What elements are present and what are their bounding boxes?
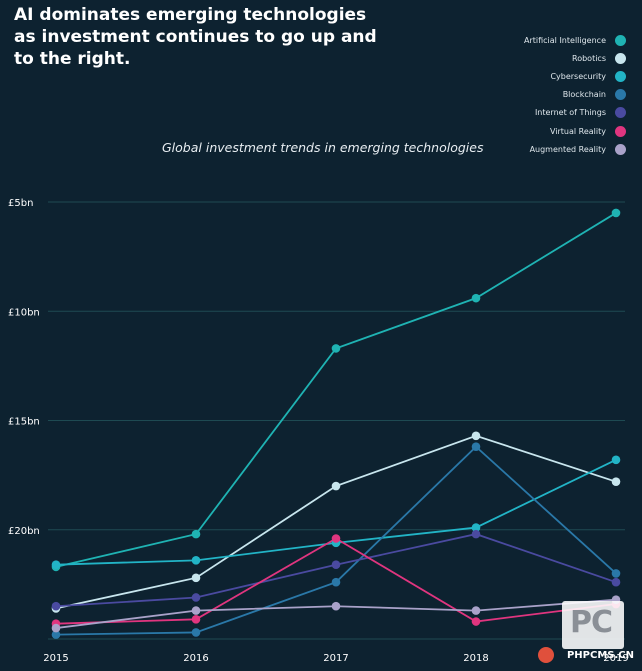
data-point-augmented-reality xyxy=(471,606,481,615)
data-point-artificial-intelligence xyxy=(331,344,341,353)
data-point-augmented-reality xyxy=(51,623,61,633)
data-point-robotics xyxy=(471,431,481,441)
data-point-internet-of-things xyxy=(611,577,621,587)
series-line-cybersecurity xyxy=(55,459,617,566)
data-point-robotics xyxy=(331,481,341,491)
data-point-cybersecurity xyxy=(471,523,481,532)
data-point-robotics xyxy=(191,573,201,583)
legend-label: Artificial Intelligence xyxy=(524,35,606,45)
data-point-blockchain xyxy=(471,442,481,452)
watermark-pc-text: PC xyxy=(569,605,613,640)
legend-label: Blockchain xyxy=(562,90,606,100)
data-point-artificial-intelligence xyxy=(471,293,481,303)
legend-label: Internet of Things xyxy=(534,108,606,118)
y-tick-label: £10bn xyxy=(8,307,40,318)
watermark-icon xyxy=(538,647,554,663)
legend-item-robotics: Robotics xyxy=(524,49,626,67)
data-point-internet-of-things xyxy=(471,529,481,539)
legend-swatch xyxy=(615,34,626,46)
legend-swatch xyxy=(615,52,626,64)
data-point-augmented-reality xyxy=(191,606,201,615)
legend-swatch xyxy=(615,89,626,101)
chart-title: AI dominates emerging technologies as in… xyxy=(14,5,377,69)
x-tick-label: 2018 xyxy=(463,653,488,664)
data-point-artificial-intelligence xyxy=(611,208,621,218)
legend-item-augmented-reality: Augmented Reality xyxy=(524,140,626,158)
data-point-augmented-reality xyxy=(331,601,341,611)
legend-item-virtual-reality: Virtual Reality xyxy=(524,122,626,140)
watermark-logo: PC PHPCMS.CN xyxy=(538,601,638,665)
x-tick-label: 2019 xyxy=(603,653,628,664)
legend-item-artificial-intelligence: Artificial Intelligence xyxy=(524,31,626,49)
legend-label: Augmented Reality xyxy=(529,144,606,154)
legend-swatch xyxy=(615,107,626,119)
data-point-internet-of-things xyxy=(51,601,61,611)
y-tick-label: £20bn xyxy=(8,526,40,537)
legend-label: Virtual Reality xyxy=(549,126,606,136)
data-point-blockchain xyxy=(191,628,201,637)
data-point-virtual-reality xyxy=(471,617,481,626)
watermark-site-text: PHPCMS.CN xyxy=(566,650,634,661)
data-point-cybersecurity xyxy=(191,556,201,565)
watermark-box xyxy=(562,601,624,649)
legend-item-cybersecurity: Cybersecurity xyxy=(524,67,626,85)
legend-swatch xyxy=(615,125,626,137)
x-tick-label: 2017 xyxy=(323,653,348,664)
data-point-blockchain xyxy=(51,630,61,639)
legend-item-blockchain: Blockchain xyxy=(524,86,626,104)
data-point-cybersecurity xyxy=(51,560,61,570)
legend-item-internet-of-things: Internet of Things xyxy=(524,104,626,122)
legend-label: Cybersecurity xyxy=(550,71,606,81)
data-point-internet-of-things xyxy=(191,593,201,602)
data-point-virtual-reality xyxy=(331,534,341,543)
series-line-artificial-intelligence xyxy=(55,212,617,568)
x-tick-label: 2015 xyxy=(43,653,68,664)
y-tick-label: £15bn xyxy=(8,417,40,428)
legend-swatch xyxy=(615,70,626,82)
x-tick-label: 2016 xyxy=(183,653,208,664)
chart-subtitle: Global investment trends in emerging tec… xyxy=(162,140,484,155)
data-point-cybersecurity xyxy=(611,455,621,465)
legend-swatch xyxy=(615,143,626,155)
data-point-blockchain xyxy=(331,577,341,587)
data-point-robotics xyxy=(611,477,621,486)
data-point-artificial-intelligence xyxy=(191,529,201,539)
data-point-internet-of-things xyxy=(331,560,341,570)
y-tick-label: £5bn xyxy=(8,198,33,209)
data-point-virtual-reality xyxy=(191,615,201,624)
data-point-blockchain xyxy=(611,569,621,578)
legend-label: Robotics xyxy=(572,53,606,63)
chart-legend: Artificial Intelligence Robotics Cybersecu… xyxy=(524,31,626,158)
